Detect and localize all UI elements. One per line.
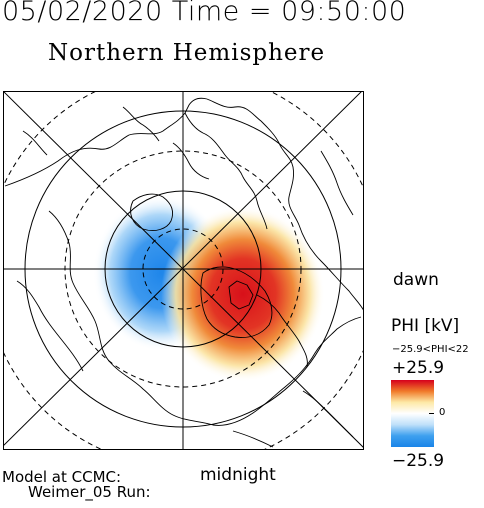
colorbar-title: PHI [kV] — [391, 316, 460, 336]
model-info-line1: Model at CCMC: — [2, 468, 122, 486]
colorbar — [391, 380, 434, 447]
model-info-line2: Weimer_05 Run: — [28, 483, 151, 501]
colorbar-max-label: +25.9 — [392, 358, 445, 378]
meridians — [3, 91, 364, 450]
coastlines — [4, 97, 364, 448]
datetime-title: 05/02/2020 Time = 09:50:00 — [2, 0, 407, 27]
hemisphere-title: Northern Hemisphere — [48, 40, 326, 66]
colorbar-zero-label: 0 — [439, 407, 446, 418]
midnight-label: midnight — [200, 465, 276, 485]
colorbar-min-label: −25.9 — [392, 451, 445, 471]
positive-potential-cell — [161, 206, 325, 382]
dawn-label: dawn — [393, 270, 439, 290]
polar-potential-map — [3, 91, 364, 450]
colorbar-range: −25.9<PHI<22 — [392, 344, 469, 355]
